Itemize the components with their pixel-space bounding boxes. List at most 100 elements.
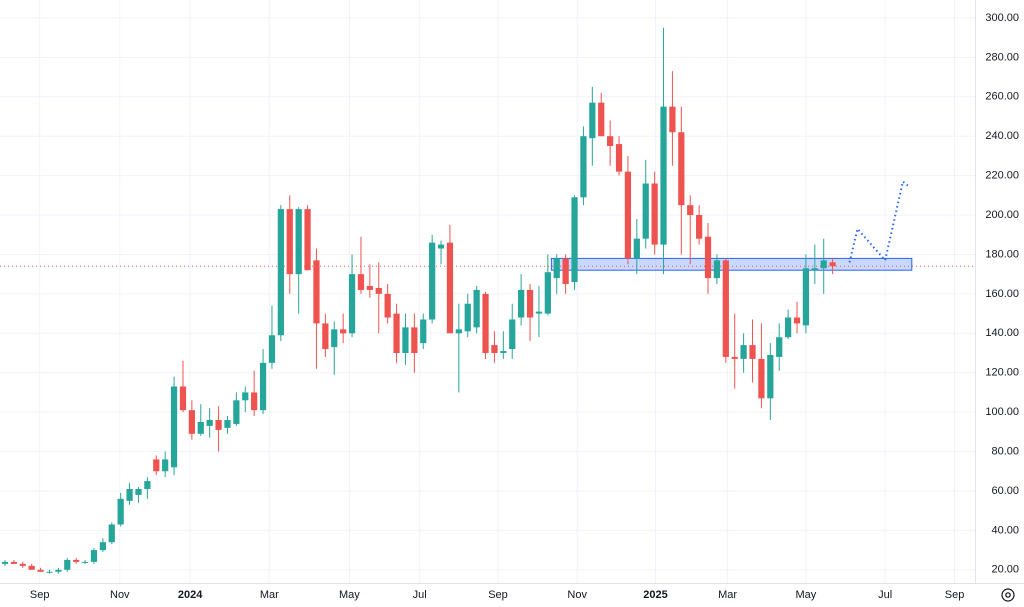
x-tick-label: Sep [30,589,50,601]
candle-body [731,356,738,359]
candle-body [615,144,623,172]
candle-body [366,285,373,290]
y-tick-label: 280.00 [985,51,1019,63]
candle-body [473,289,480,328]
candle-body [437,244,445,249]
candle-body [491,345,498,353]
candle-body [598,102,605,137]
candle-body [518,289,525,318]
candle-body [500,351,507,353]
candle-body [580,136,587,198]
y-tick-label: 240.00 [985,130,1019,142]
candle-body [375,287,382,294]
candle-body [322,323,329,350]
candle-body [304,209,311,271]
candle-body [286,209,293,275]
candle-body [233,400,240,424]
candle-body [482,293,489,353]
candle-body [785,317,792,338]
candle-body [758,358,765,399]
candle-body [215,420,222,430]
y-tick-label: 120.00 [985,367,1019,379]
projection-path [848,179,911,263]
candle-body [188,410,195,434]
candle-body [829,262,836,267]
candle-body [28,565,35,570]
x-tick-label: May [339,589,360,601]
candle-body [411,327,418,353]
x-tick-label: Sep [945,589,965,601]
candle-body [99,542,106,551]
candle-body [251,392,258,411]
candle-body [607,136,614,147]
candle-body [562,258,569,285]
candle-body [1,561,9,564]
candle-body [526,289,534,318]
candle-body [589,102,596,139]
candle-body [357,274,365,290]
candle-body [464,303,471,332]
candle-body [429,242,436,320]
candle-body [704,236,712,279]
candle-body [242,392,249,401]
candle-body [420,319,427,344]
candle-body [153,459,160,472]
candle-body [624,171,632,259]
y-tick-label: 60.00 [991,485,1019,497]
candle-body [740,345,747,359]
y-tick-label: 100.00 [985,406,1019,418]
candle-body [126,488,133,501]
x-tick-label: May [796,589,817,601]
candle-body [295,209,302,275]
candle-body [259,362,267,411]
candle-body [313,260,320,324]
candle-body [669,106,676,133]
y-tick-label: 260.00 [985,91,1019,103]
x-tick-label: Jul [878,589,892,601]
x-tick-label: Nov [110,589,130,601]
y-tick-label: 200.00 [985,209,1019,221]
candle-body [678,132,685,206]
candle-body [455,329,462,334]
candle-body [651,183,658,245]
x-tick-label: Mar [718,589,737,601]
candle-body [55,569,62,572]
y-tick-label: 140.00 [985,327,1019,339]
candle-body [331,329,338,348]
candle-body [509,319,516,350]
candle-body [696,215,703,239]
candle-body [117,498,124,525]
candle-body [37,569,44,572]
y-tick-label: 20.00 [991,564,1019,576]
settings-icon[interactable] [1001,588,1015,602]
candle-body [802,268,810,326]
candle-body [687,205,694,216]
candle-body [348,274,356,334]
candle-body [277,209,284,336]
gear-inner[interactable] [1005,592,1011,598]
candle-body [46,571,53,573]
gear-outer[interactable] [1001,588,1015,602]
support-zone [550,257,913,271]
candle-body [553,258,560,279]
candle-body [393,313,400,353]
candle-body [535,311,543,314]
y-tick-label: 180.00 [985,248,1019,260]
candle-body [144,481,151,489]
x-tick-label: 2024 [178,589,203,601]
candle-body [713,260,721,279]
candle-body [384,293,391,318]
candle-body [633,238,640,259]
candle-body [749,345,756,359]
candle-body [108,524,115,543]
candle-body [722,260,729,357]
candle-body [170,386,178,468]
y-tick-label: 220.00 [985,170,1019,182]
candle-body [162,459,169,472]
candle-body [793,317,801,324]
x-tick-label: Jul [413,589,427,601]
candle-body [642,183,649,239]
x-tick-label: Mar [260,589,279,601]
